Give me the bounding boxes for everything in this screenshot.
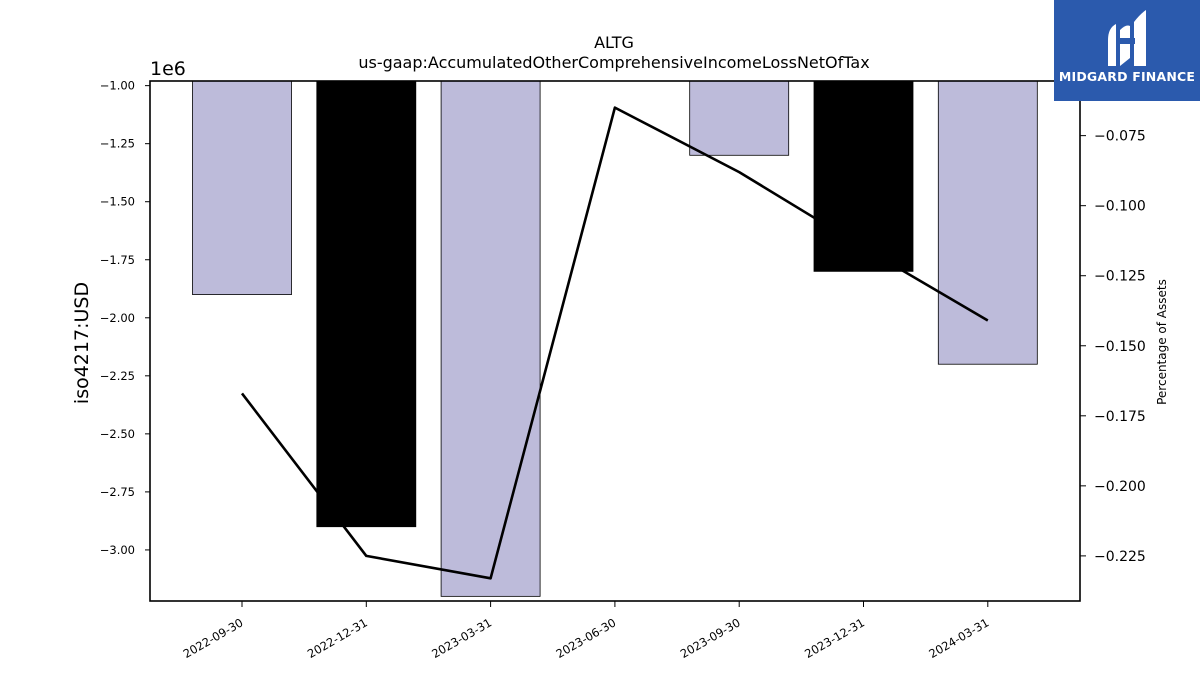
logo-mark-icon	[1108, 10, 1146, 66]
x-tick-label: 2022-09-30	[181, 615, 246, 661]
y-tick-label: −2.00	[100, 311, 135, 325]
bar-2023-09-30	[689, 80, 790, 156]
y-tick-label: −2.50	[100, 427, 135, 441]
y2-tick-label: −0.125	[1094, 269, 1146, 285]
chart-title: ALTG	[594, 33, 634, 52]
y-tick-label: −1.00	[100, 79, 135, 93]
y2-tick-label: −0.100	[1094, 199, 1146, 215]
x-tick-label: 2023-06-30	[554, 615, 619, 661]
x-tick-label: 2024-03-31	[926, 615, 991, 661]
bar-series	[192, 80, 1038, 597]
y-tick-label: −2.25	[100, 369, 135, 383]
y-tick-label: −1.25	[100, 137, 135, 151]
y2-tick-label: −0.175	[1094, 409, 1146, 425]
bar-2024-03-31	[937, 80, 1038, 365]
y2-tick-label: −0.225	[1094, 549, 1146, 565]
line-series	[240, 106, 989, 580]
y-axis-label: iso4217:USD	[71, 282, 93, 404]
bar-2023-03-31	[440, 80, 541, 597]
x-tick-label: 2023-09-30	[678, 615, 743, 661]
y-tick-label: −1.50	[100, 195, 135, 209]
y-axis-offset-text: 1e6	[150, 58, 186, 80]
bar-2023-12-31	[813, 80, 914, 272]
y2-tick-label: −0.150	[1094, 339, 1146, 355]
bar-2022-09-30	[192, 80, 292, 295]
x-axis: 2022-09-30 2022-12-31 2023-03-31 2023-06-30…	[181, 601, 991, 661]
x-tick-label: 2023-12-31	[802, 615, 867, 661]
y2-tick-label: −0.075	[1094, 129, 1146, 145]
y-tick-label: −1.75	[100, 253, 135, 267]
x-tick-label: 2022-12-31	[305, 615, 370, 661]
chart-subtitle: us-gaap:AccumulatedOtherComprehensiveInc…	[358, 53, 869, 72]
y-tick-label: −3.00	[100, 543, 135, 557]
y2-tick-label: −0.200	[1094, 479, 1146, 495]
midgard-finance-logo: MIDGARD FINANCE	[1054, 0, 1200, 101]
bar-2022-12-31	[316, 80, 417, 528]
logo-text: MIDGARD FINANCE	[1058, 69, 1196, 84]
y-tick-label: −2.75	[100, 485, 135, 499]
secondary-y-axis: −0.075 −0.100 −0.125 −0.150 −0.175 −0.200 −0.2…	[1080, 129, 1146, 565]
secondary-y-axis-label: Percentage of Assets	[1155, 279, 1169, 405]
y-axis: −1.00 −1.25 −1.50 −1.75 −2.00 −2.25 −2.50 −2.75…	[100, 79, 150, 557]
x-tick-label: 2023-03-31	[429, 615, 494, 661]
